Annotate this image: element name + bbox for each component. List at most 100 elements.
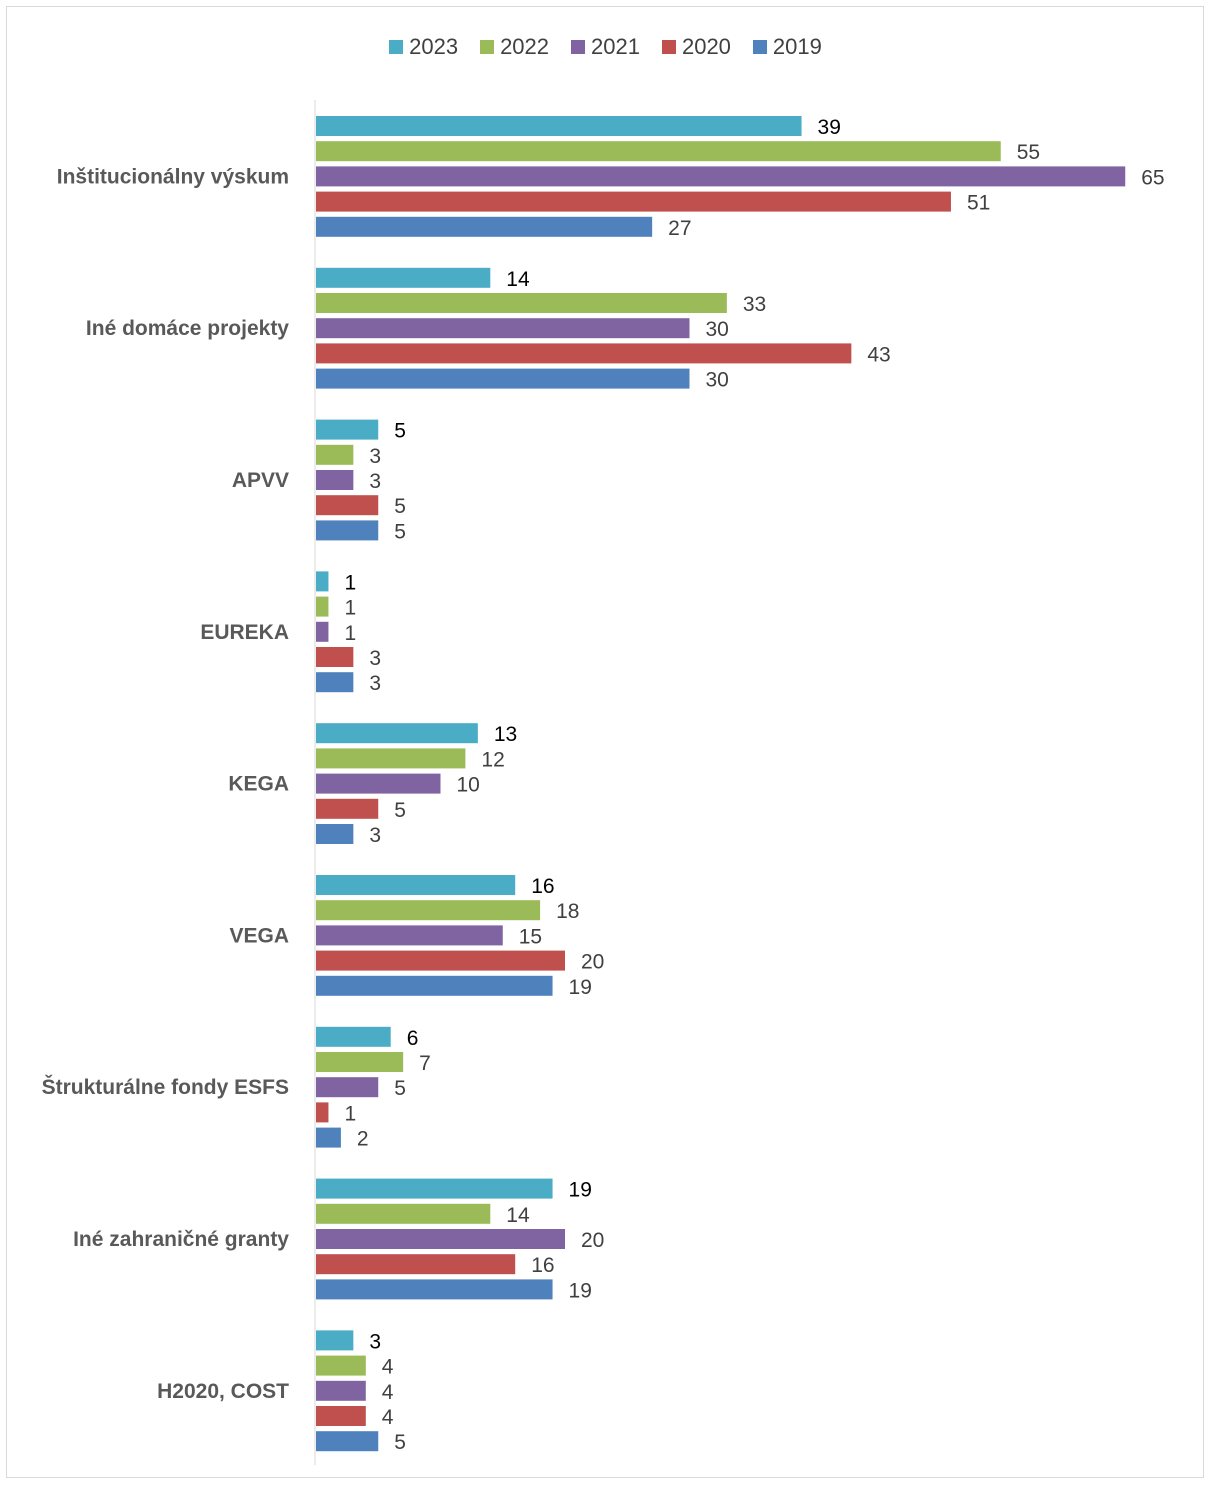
category-label: Inštitucionálny výskum bbox=[57, 165, 289, 188]
data-label-2021: 65 bbox=[1141, 166, 1164, 189]
bar-2023 bbox=[316, 267, 491, 288]
legend-label-2022: 2022 bbox=[500, 34, 550, 59]
category-label: APVV bbox=[232, 469, 289, 492]
data-label-2019: 27 bbox=[668, 217, 691, 240]
data-label-2022: 55 bbox=[1017, 141, 1040, 164]
data-label-2023: 6 bbox=[407, 1027, 419, 1050]
bar-2021 bbox=[316, 1380, 366, 1401]
legend-label-2021: 2021 bbox=[591, 34, 640, 59]
data-label-2019: 5 bbox=[394, 520, 406, 543]
legend-swatch-2020 bbox=[661, 40, 676, 54]
data-label-2019: 19 bbox=[569, 976, 592, 999]
data-label-2021: 30 bbox=[706, 318, 729, 341]
bar-2023 bbox=[316, 723, 478, 744]
data-label-2020: 16 bbox=[531, 1254, 554, 1277]
bar-2020 bbox=[316, 343, 852, 364]
data-label-2022: 4 bbox=[382, 1356, 394, 1379]
data-label-2021: 20 bbox=[581, 1229, 604, 1252]
bar-2019 bbox=[316, 672, 354, 693]
legend: 2023 2022 2021 2020 2019 bbox=[0, 34, 1211, 60]
legend-swatch-2022 bbox=[480, 40, 495, 54]
legend-item-2021: 2021 bbox=[571, 34, 640, 60]
bar-2021 bbox=[316, 470, 354, 490]
data-label-2022: 3 bbox=[369, 445, 381, 468]
data-label-2021: 5 bbox=[394, 1077, 406, 1100]
legend-label-2019: 2019 bbox=[772, 34, 822, 59]
bar-2020 bbox=[316, 798, 379, 819]
data-label-2022: 7 bbox=[419, 1052, 431, 1075]
bar-2022 bbox=[316, 900, 541, 921]
bar-2023 bbox=[316, 419, 379, 440]
data-label-2022: 1 bbox=[344, 597, 356, 620]
data-label-2022: 12 bbox=[481, 748, 504, 771]
legend-label-2020: 2020 bbox=[681, 34, 731, 59]
category-label: Iné zahraničné granty bbox=[73, 1228, 289, 1251]
bar-2019 bbox=[316, 975, 553, 996]
bar-2023 bbox=[316, 571, 329, 592]
data-label-2019: 3 bbox=[369, 672, 381, 695]
bar-2020 bbox=[316, 647, 354, 667]
data-label-2020: 43 bbox=[867, 343, 890, 366]
bar-2019 bbox=[316, 1431, 379, 1452]
bar-2022 bbox=[316, 1203, 491, 1224]
category-label: Štrukturálne fondy ESFS bbox=[42, 1075, 289, 1099]
data-label-2021: 3 bbox=[369, 470, 381, 493]
data-label-2023: 39 bbox=[818, 116, 841, 139]
bar-2021 bbox=[316, 1077, 379, 1098]
legend-swatch-2021 bbox=[571, 40, 586, 54]
data-label-2020: 20 bbox=[581, 951, 604, 974]
legend-item-2023: 2023 bbox=[389, 34, 458, 60]
bar-2019 bbox=[316, 824, 354, 844]
data-label-2021: 10 bbox=[457, 774, 480, 797]
data-label-2019: 2 bbox=[357, 1128, 369, 1151]
bar-2021 bbox=[316, 621, 329, 642]
data-label-2022: 18 bbox=[556, 900, 579, 923]
bar-2021 bbox=[316, 1229, 565, 1249]
category-label: H2020, COST bbox=[157, 1380, 289, 1403]
legend-swatch-2023 bbox=[389, 40, 404, 54]
legend-item-2019: 2019 bbox=[752, 34, 822, 60]
data-label-2019: 19 bbox=[569, 1279, 592, 1302]
legend-label-2023: 2023 bbox=[409, 34, 459, 59]
bar-2023 bbox=[316, 875, 516, 895]
data-label-2020: 4 bbox=[382, 1406, 394, 1429]
bar-2022 bbox=[316, 293, 727, 313]
bar-2023 bbox=[316, 1178, 553, 1199]
bar-2019 bbox=[316, 368, 690, 389]
data-label-2023: 14 bbox=[506, 268, 530, 291]
data-label-2020: 5 bbox=[394, 799, 406, 822]
data-label-2020: 1 bbox=[344, 1102, 356, 1125]
bar-2023 bbox=[316, 1330, 354, 1351]
bar-2022 bbox=[316, 141, 1001, 162]
bar-2020 bbox=[316, 1254, 516, 1275]
legend-item-2022: 2022 bbox=[480, 34, 549, 60]
bar-2021 bbox=[316, 773, 441, 794]
bar-2022 bbox=[316, 596, 329, 617]
data-label-2020: 5 bbox=[394, 495, 406, 518]
bar-2021 bbox=[316, 318, 690, 339]
data-label-2023: 13 bbox=[494, 723, 517, 746]
bar-2019 bbox=[316, 520, 379, 541]
data-label-2022: 14 bbox=[506, 1204, 530, 1227]
data-label-2023: 19 bbox=[569, 1179, 592, 1202]
bar-2022 bbox=[316, 748, 466, 769]
data-label-2020: 51 bbox=[967, 192, 990, 215]
data-label-2022: 33 bbox=[743, 293, 766, 316]
data-label-2020: 3 bbox=[369, 647, 381, 670]
bar-2022 bbox=[316, 1052, 404, 1072]
bar-2023 bbox=[316, 1026, 391, 1047]
data-label-2021: 1 bbox=[344, 622, 356, 645]
data-label-2023: 16 bbox=[531, 875, 554, 898]
data-label-2019: 30 bbox=[706, 369, 729, 392]
category-label: KEGA bbox=[228, 773, 289, 796]
bar-2021 bbox=[316, 166, 1126, 187]
data-label-2023: 3 bbox=[369, 1330, 381, 1353]
bar-2020 bbox=[316, 495, 379, 516]
legend-swatch-2019 bbox=[752, 40, 767, 54]
data-label-2023: 5 bbox=[394, 420, 406, 443]
bar-2019 bbox=[316, 1279, 553, 1300]
data-label-2021: 4 bbox=[382, 1381, 394, 1404]
data-label-2019: 5 bbox=[394, 1431, 406, 1454]
category-label: VEGA bbox=[229, 924, 289, 947]
